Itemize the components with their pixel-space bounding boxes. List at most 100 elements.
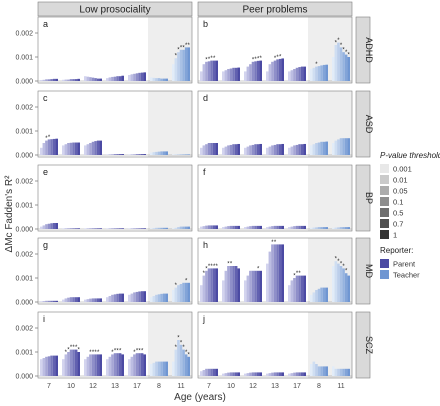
bar [207, 368, 211, 376]
y-tick-label: 0.001 [15, 55, 33, 62]
panel-letter: c [43, 93, 48, 103]
bar [256, 372, 260, 376]
significance-star: * [185, 43, 188, 49]
bar [205, 368, 208, 376]
bar [303, 66, 306, 81]
significance-star: * [298, 271, 301, 277]
panel-frame [197, 237, 353, 305]
bar [52, 355, 56, 376]
bar [52, 300, 56, 302]
bar [215, 268, 218, 302]
bar [121, 228, 124, 229]
row-strip-adhd: ADHD [355, 16, 374, 84]
bar [332, 227, 335, 229]
significance-star: * [205, 57, 208, 63]
significance-star: * [175, 283, 178, 289]
bar [300, 66, 304, 81]
bar [62, 299, 65, 302]
significance-star: * [45, 136, 48, 142]
bar [320, 287, 323, 302]
bar [152, 296, 156, 302]
bar [130, 228, 134, 229]
bar [202, 370, 206, 376]
bar [337, 42, 340, 81]
bar [259, 270, 262, 302]
row-strip-md: MD [355, 237, 374, 305]
bar [205, 270, 208, 302]
column-strip-label: Low prosociality [79, 5, 150, 16]
bar [162, 151, 166, 155]
bar [251, 270, 255, 302]
bar [325, 227, 328, 229]
bar [155, 78, 158, 81]
bar [300, 372, 304, 376]
panel-letter: j [202, 314, 205, 324]
bar [246, 146, 250, 155]
bar [288, 147, 291, 155]
bar [251, 144, 255, 155]
panel-letter: e [43, 167, 48, 177]
bar [135, 353, 139, 376]
bar [237, 268, 240, 302]
bar [67, 143, 70, 155]
bar [165, 151, 168, 155]
bar [55, 300, 58, 302]
bar [295, 144, 299, 155]
bar [108, 356, 112, 376]
significance-star: * [175, 345, 178, 351]
bar [50, 79, 53, 81]
row-strip-scz: SCZ [355, 311, 374, 379]
bar [254, 372, 257, 376]
y-tick-label: 0.002 [15, 179, 33, 186]
row-strip-bp: BP [355, 164, 374, 232]
bar [94, 78, 97, 81]
bar [202, 145, 206, 155]
significance-star: * [252, 57, 255, 63]
bar [69, 297, 73, 302]
bar [288, 71, 291, 81]
bar [298, 225, 301, 229]
bar [174, 287, 178, 302]
legend-threshold-label: 1 [393, 231, 397, 240]
bar [215, 225, 218, 229]
significance-star: * [271, 240, 274, 246]
bar [184, 47, 188, 81]
row-strip-label: ASD [364, 115, 374, 134]
bar [152, 362, 156, 376]
bar [40, 359, 43, 376]
bar [295, 275, 299, 302]
bar [342, 52, 345, 81]
bar [118, 76, 122, 81]
bar [251, 372, 255, 376]
significance-star: * [133, 350, 136, 356]
legend-threshold-label: 0.1 [393, 198, 403, 207]
teacher-band [308, 165, 352, 231]
bar [232, 144, 235, 155]
significance-star: * [335, 257, 338, 263]
bar [210, 368, 213, 376]
significance-star: * [274, 240, 277, 246]
bar [212, 368, 216, 376]
bar [344, 227, 348, 229]
bar [205, 225, 208, 229]
y-axis-bp: 0.000 0.001 0.002 [15, 179, 38, 234]
bar [322, 287, 326, 302]
bar [84, 228, 87, 229]
bar [91, 298, 95, 302]
bar [128, 75, 131, 81]
bar [121, 293, 124, 302]
bar [312, 144, 316, 155]
bar [344, 138, 348, 155]
bar [72, 79, 75, 81]
significance-star: * [257, 56, 260, 62]
bar [130, 356, 134, 376]
y-tick-label: 0.000 [15, 79, 33, 86]
bar [310, 69, 313, 81]
bar [224, 146, 228, 155]
bar [152, 77, 156, 81]
bar [113, 228, 117, 229]
bar [121, 154, 124, 155]
bar [215, 143, 218, 155]
significance-star: * [208, 264, 211, 270]
legend-reporter-swatch [380, 259, 389, 268]
